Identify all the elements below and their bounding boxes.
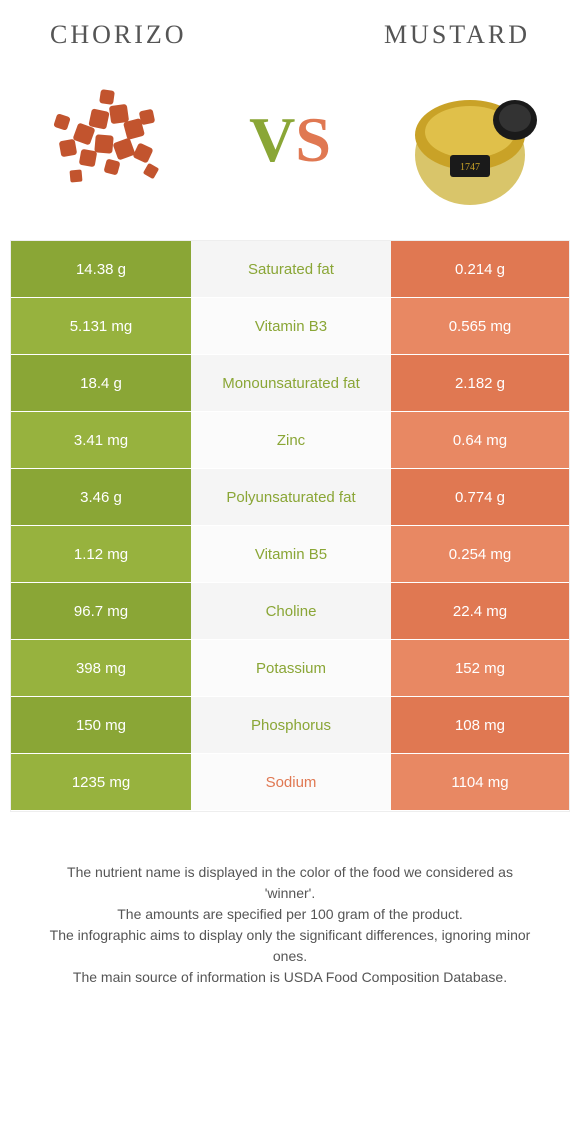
right-value: 0.565 mg [391, 298, 569, 354]
right-value: 108 mg [391, 697, 569, 753]
left-value: 5.131 mg [11, 298, 191, 354]
footer-line-1: The nutrient name is displayed in the co… [40, 862, 540, 904]
table-row: 398 mgPotassium152 mg [11, 640, 569, 697]
left-value: 3.46 g [11, 469, 191, 525]
table-row: 3.46 gPolyunsaturated fat0.774 g [11, 469, 569, 526]
footer-line-2: The amounts are specified per 100 gram o… [40, 904, 540, 925]
left-value: 150 mg [11, 697, 191, 753]
left-value: 96.7 mg [11, 583, 191, 639]
table-row: 18.4 gMonounsaturated fat2.182 g [11, 355, 569, 412]
footer-line-4: The main source of information is USDA F… [40, 967, 540, 988]
right-value: 0.64 mg [391, 412, 569, 468]
right-value: 0.774 g [391, 469, 569, 525]
footer-line-3: The infographic aims to display only the… [40, 925, 540, 967]
nutrient-label: Phosphorus [191, 697, 391, 753]
header-row: Chorizo Mustard [10, 0, 570, 60]
nutrient-label: Vitamin B3 [191, 298, 391, 354]
right-value: 22.4 mg [391, 583, 569, 639]
right-value: 2.182 g [391, 355, 569, 411]
table-row: 150 mgPhosphorus108 mg [11, 697, 569, 754]
table-row: 1235 mgSodium1104 mg [11, 754, 569, 811]
nutrient-label: Vitamin B5 [191, 526, 391, 582]
table-row: 96.7 mgCholine22.4 mg [11, 583, 569, 640]
left-value: 1.12 mg [11, 526, 191, 582]
right-value: 1104 mg [391, 754, 569, 810]
table-row: 5.131 mgVitamin B30.565 mg [11, 298, 569, 355]
right-food-title: Mustard [384, 20, 530, 50]
footer-notes: The nutrient name is displayed in the co… [10, 812, 570, 988]
right-value: 0.214 g [391, 241, 569, 297]
vs-s: S [295, 104, 331, 175]
nutrient-label: Zinc [191, 412, 391, 468]
right-value: 152 mg [391, 640, 569, 696]
vs-v: V [249, 104, 295, 175]
svg-text:1747: 1747 [460, 162, 480, 173]
nutrient-label: Monounsaturated fat [191, 355, 391, 411]
right-food-image: 1747 [390, 60, 550, 220]
left-value: 3.41 mg [11, 412, 191, 468]
comparison-table: 14.38 gSaturated fat0.214 g5.131 mgVitam… [10, 240, 570, 812]
table-row: 14.38 gSaturated fat0.214 g [11, 241, 569, 298]
left-food-title: Chorizo [50, 20, 187, 50]
left-value: 18.4 g [11, 355, 191, 411]
nutrient-label: Saturated fat [191, 241, 391, 297]
left-food-image [30, 60, 190, 220]
left-value: 398 mg [11, 640, 191, 696]
nutrient-label: Sodium [191, 754, 391, 810]
table-row: 3.41 mgZinc0.64 mg [11, 412, 569, 469]
left-value: 14.38 g [11, 241, 191, 297]
left-value: 1235 mg [11, 754, 191, 810]
nutrient-label: Potassium [191, 640, 391, 696]
table-row: 1.12 mgVitamin B50.254 mg [11, 526, 569, 583]
nutrient-label: Choline [191, 583, 391, 639]
right-value: 0.254 mg [391, 526, 569, 582]
hero-row: VS 1747 [10, 60, 570, 240]
nutrient-label: Polyunsaturated fat [191, 469, 391, 525]
vs-label: VS [249, 103, 331, 177]
